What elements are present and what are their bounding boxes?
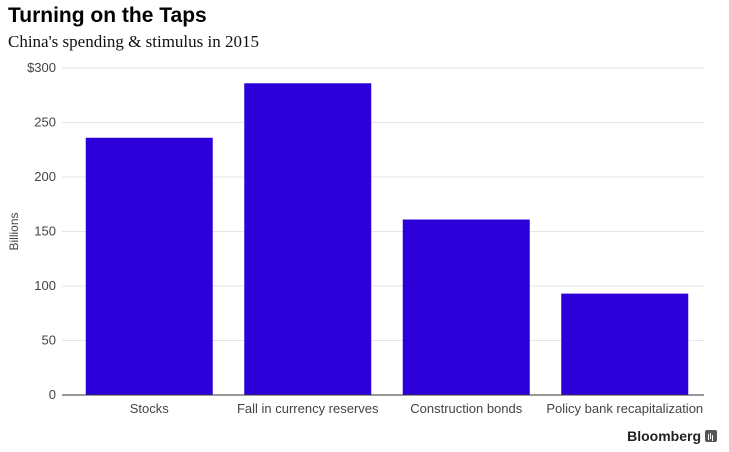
x-tick-label: Stocks [130, 401, 170, 416]
y-tick-label: 100 [34, 278, 56, 293]
y-tick-label: 250 [34, 115, 56, 130]
bars [85, 83, 689, 395]
chart-subtitle: China's spending & stimulus in 2015 [8, 32, 259, 51]
y-axis-ticks: 0 50 100 150 200 250 $300 [27, 60, 56, 402]
bloomberg-logo: Bloomberg [627, 428, 701, 444]
bloomberg-chart-icon [705, 430, 717, 442]
y-tick-label: $300 [27, 60, 56, 75]
x-tick-label: Policy bank recapitalization [546, 401, 703, 416]
y-tick-label: 150 [34, 224, 56, 239]
x-tick-label: Construction bonds [410, 401, 523, 416]
bloomberg-brand: Bloomberg [627, 428, 717, 444]
x-axis-ticks: Stocks Fall in currency reserves Construct… [130, 401, 703, 416]
y-tick-label: 0 [49, 387, 56, 402]
y-axis-label: Billions [7, 212, 21, 250]
y-tick-label: 200 [34, 169, 56, 184]
y-tick-label: 50 [42, 333, 56, 348]
bar [402, 219, 530, 395]
bar [244, 83, 372, 395]
bar [85, 137, 213, 395]
bar [561, 293, 689, 395]
x-tick-label: Fall in currency reserves [237, 401, 379, 416]
chart-title: Turning on the Taps [8, 4, 207, 27]
